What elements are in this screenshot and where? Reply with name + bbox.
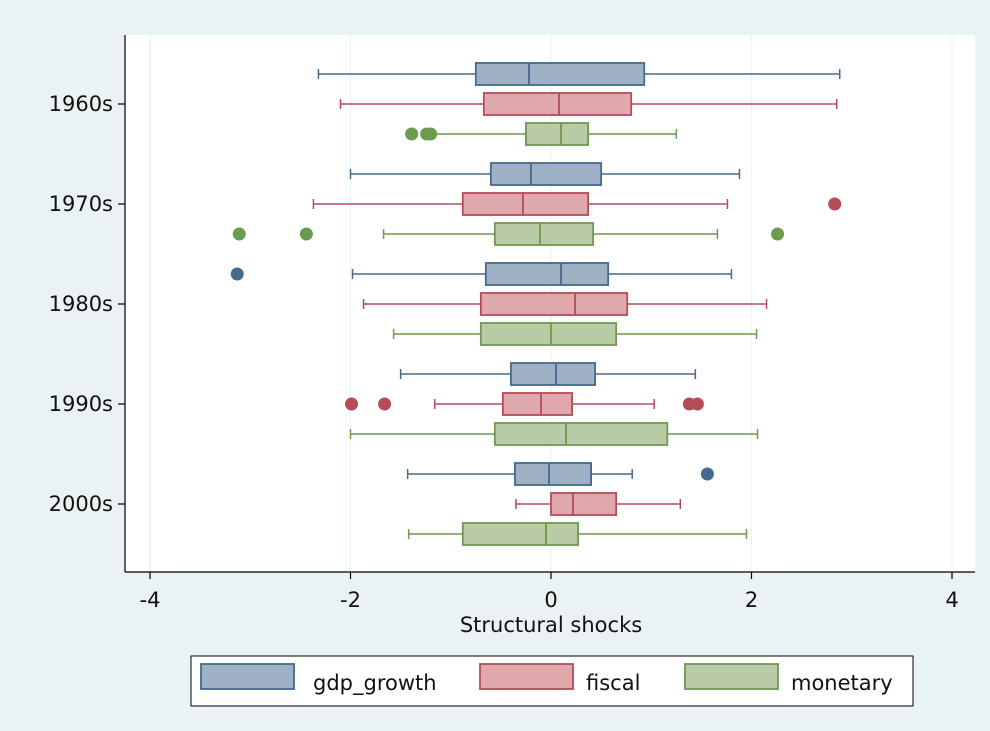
outlier-point (771, 227, 785, 241)
box-plot-monetary (232, 222, 785, 246)
legend-label-fiscal: fiscal (586, 671, 640, 695)
box-plot-monetary (349, 422, 759, 446)
iqr-box (461, 192, 589, 216)
outlier-point (424, 127, 438, 141)
box-plot-fiscal (362, 292, 768, 316)
box-plot-gdp_growth (406, 462, 714, 486)
box-plot-gdp_growth (317, 62, 841, 86)
legend-entries: gdp_growth fiscal monetary (200, 663, 893, 696)
iqr-box (474, 62, 646, 86)
iqr-box (484, 262, 610, 286)
x-tick-label: 4 (945, 588, 958, 612)
category-label: 1960s (49, 92, 113, 116)
box-plot-gdp_growth (349, 162, 741, 186)
box-series (230, 62, 842, 546)
box-plot-gdp_growth (230, 262, 733, 286)
x-axis-title: Structural shocks (460, 613, 642, 637)
box-plot-fiscal (515, 492, 682, 516)
iqr-box (509, 362, 597, 386)
box-plot-monetary (392, 322, 758, 346)
outlier-point (378, 397, 392, 411)
iqr-box (479, 322, 618, 346)
category-labels: 1960s 1970s 1980s 1990s 2000s (49, 92, 125, 516)
outlier-point (230, 267, 244, 281)
outlier-point (700, 467, 714, 481)
x-tick-label: 0 (544, 588, 557, 612)
iqr-box (493, 422, 669, 446)
box-plot-monetary (405, 122, 678, 146)
x-tick-label: -4 (140, 588, 161, 612)
legend-swatch-monetary (684, 663, 779, 690)
iqr-box (479, 292, 629, 316)
box-plot-monetary (407, 522, 748, 546)
outlier-point (232, 227, 246, 241)
iqr-box (489, 162, 603, 186)
iqr-box (493, 222, 595, 246)
category-label: 1970s (49, 192, 113, 216)
box-plot-fiscal (312, 192, 842, 216)
x-tick-label: -2 (340, 588, 361, 612)
box-plot-fiscal (339, 92, 838, 116)
outlier-point (345, 397, 359, 411)
category-label: 1980s (49, 292, 113, 316)
x-tick-label: 2 (745, 588, 758, 612)
iqr-box (501, 392, 573, 416)
iqr-box (482, 92, 633, 116)
x-axis-ticks: -4 -2 0 2 4 (140, 572, 959, 612)
outlier-point (690, 397, 704, 411)
legend-swatch-gdp_growth (200, 663, 295, 690)
iqr-box (461, 522, 579, 546)
outlier-point (828, 197, 842, 211)
box-plot-fiscal (345, 392, 704, 416)
box-plot-gdp_growth (399, 362, 697, 386)
iqr-box (514, 462, 592, 486)
category-label: 2000s (49, 492, 113, 516)
legend-swatch-fiscal (479, 663, 574, 690)
iqr-box (550, 492, 618, 516)
outlier-point (299, 227, 313, 241)
outlier-point (405, 127, 419, 141)
iqr-box (525, 122, 589, 146)
category-label: 1990s (49, 392, 113, 416)
legend-label-gdp_growth: gdp_growth (313, 671, 437, 696)
legend-label-monetary: monetary (791, 671, 893, 695)
